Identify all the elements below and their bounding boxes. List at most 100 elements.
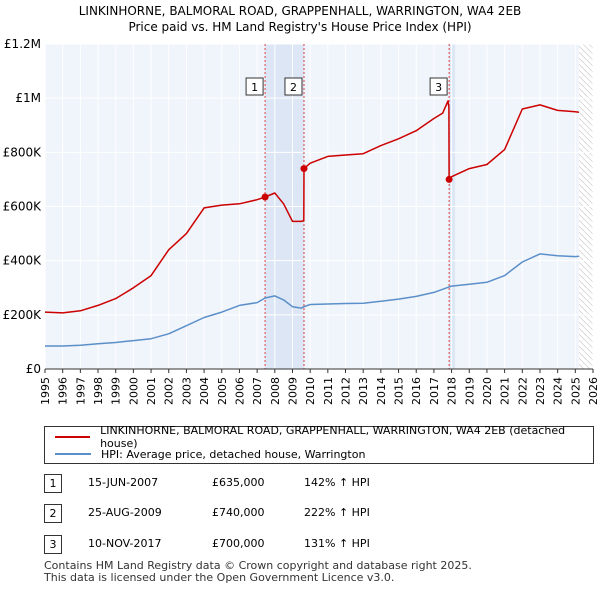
sale-row: 2 25-AUG-2009 £740,000 222% ↑ HPI	[44, 504, 464, 524]
x-tick-label: 2011	[322, 377, 335, 405]
forecast-hatch	[578, 75, 594, 91]
sale-hpi-change: 131% ↑ HPI	[304, 537, 370, 550]
y-tick-label: £600K	[3, 200, 43, 214]
forecast-hatch	[578, 267, 594, 283]
forecast-hatch	[578, 147, 594, 163]
forecast-hatch	[578, 207, 594, 223]
x-tick-label: 2025	[569, 377, 582, 405]
forecast-hatch	[578, 345, 594, 361]
forecast-hatch	[578, 327, 594, 343]
forecast-hatch	[579, 4, 593, 18]
x-tick-label: 2020	[481, 377, 494, 405]
forecast-hatch	[578, 105, 594, 121]
forecast-hatch	[578, 357, 591, 369]
legend-item-property: LINKINHORNE, BALMORAL ROAD, GRAPPENHALL,…	[55, 424, 593, 450]
sale-label-number: 3	[435, 81, 442, 94]
sale-label-number: 2	[290, 81, 297, 94]
property-price-line	[44, 100, 580, 314]
forecast-hatch	[578, 57, 594, 73]
forecast-hatch	[578, 225, 594, 241]
forecast-hatch	[578, 153, 594, 169]
forecast-hatch	[578, 339, 594, 355]
x-tick-label: 2004	[198, 377, 211, 405]
sale-point	[300, 165, 308, 173]
sale-number-badge: 3	[44, 535, 62, 554]
x-tick-label: 2013	[357, 377, 370, 405]
forecast-hatch	[578, 279, 594, 295]
legend-label-hpi: HPI: Average price, detached house, Warr…	[101, 447, 366, 461]
forecast-hatch	[578, 219, 594, 235]
x-tick-label: 2000	[127, 377, 140, 405]
sale-row: 3 10-NOV-2017 £700,000 131% ↑ HPI	[44, 535, 464, 555]
forecast-hatch	[578, 255, 594, 271]
chart-title: LINKINHORNE, BALMORAL ROAD, GRAPPENHALL,…	[78, 4, 522, 18]
sale-label-box	[429, 77, 448, 96]
x-tick-label: 2001	[145, 377, 158, 405]
sale-label-box	[284, 77, 303, 96]
sale-label-number: 1	[251, 81, 258, 94]
forecast-hatch	[578, 303, 594, 319]
forecast-hatch	[578, 231, 594, 247]
forecast-hatch	[578, 351, 594, 367]
x-tick-label: 1998	[92, 377, 105, 405]
x-tick-label: 2024	[552, 377, 565, 405]
x-tick-label: 2014	[375, 377, 388, 405]
sale-number-badge: 2	[44, 504, 62, 523]
forecast-hatch	[578, 135, 594, 151]
x-tick-label: 2005	[216, 377, 229, 405]
sale-row: 1 15-JUN-2007 £635,000 142% ↑ HPI	[44, 474, 464, 494]
forecast-hatch	[579, 10, 593, 24]
y-tick-label: £800K	[3, 145, 43, 159]
sale-point	[445, 175, 453, 183]
x-tick-label: 2017	[428, 377, 441, 405]
x-tick-label: 1997	[74, 377, 87, 405]
y-tick-label: £1M	[15, 91, 41, 105]
forecast-hatch	[578, 159, 594, 175]
y-tick-label: £400K	[3, 254, 43, 268]
forecast-hatch	[578, 195, 594, 211]
y-tick-label: £200K	[3, 308, 43, 322]
legend-swatch-hpi	[55, 453, 91, 455]
forecast-hatch	[578, 333, 594, 349]
forecast-hatch	[578, 309, 594, 325]
forecast-hatch	[578, 285, 594, 301]
footer: Contains HM Land Registry data © Crown c…	[44, 560, 472, 584]
x-tick-label: 2021	[499, 377, 512, 405]
forecast-hatch	[578, 291, 594, 307]
forecast-hatch	[578, 243, 594, 259]
sale-number-badge: 1	[44, 474, 62, 493]
forecast-hatch	[578, 189, 594, 205]
sale-label-box	[245, 77, 264, 96]
x-tick-label: 2026	[587, 377, 600, 405]
forecast-hatch	[578, 315, 594, 331]
forecast-hatch	[578, 117, 594, 133]
forecast-hatch	[582, 44, 594, 55]
forecast-hatch	[578, 201, 594, 217]
forecast-hatch	[578, 129, 594, 145]
x-tick-label: 2022	[516, 377, 529, 405]
x-tick-label: 2006	[233, 377, 246, 405]
forecast-hatch	[578, 177, 594, 193]
forecast-hatch	[578, 81, 594, 97]
x-tick-label: 1999	[110, 377, 123, 405]
legend-item-hpi: HPI: Average price, detached house, Warr…	[55, 446, 365, 462]
x-tick-label: 2008	[269, 377, 282, 405]
forecast-hatch	[579, 28, 593, 42]
sale-point	[261, 193, 269, 201]
hpi-line	[45, 253, 579, 347]
forecast-hatch	[578, 273, 594, 289]
sale-date: 10-NOV-2017	[88, 537, 162, 550]
y-tick-label: £1.2M	[4, 37, 41, 51]
x-tick-label: 2002	[163, 377, 176, 405]
forecast-hatch	[578, 123, 594, 139]
footer-copyright: Contains HM Land Registry data © Crown c…	[44, 559, 472, 572]
x-tick-label: 2009	[286, 377, 299, 405]
sale-price: £635,000	[212, 476, 265, 489]
forecast-hatch	[579, 16, 593, 30]
footer-licence: This data is licensed under the Open Gov…	[44, 571, 395, 584]
forecast-hatch	[578, 297, 594, 313]
forecast-hatch	[578, 237, 594, 253]
forecast-hatch	[578, 87, 594, 103]
forecast-hatch	[578, 171, 594, 187]
x-tick-label: 2010	[304, 377, 317, 405]
